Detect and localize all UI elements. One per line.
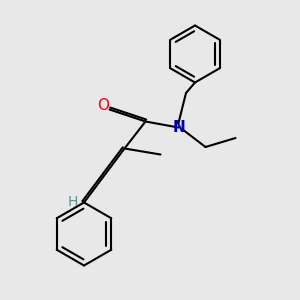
- Text: O: O: [97, 98, 109, 113]
- Text: N: N: [172, 120, 185, 135]
- Text: H: H: [68, 196, 78, 209]
